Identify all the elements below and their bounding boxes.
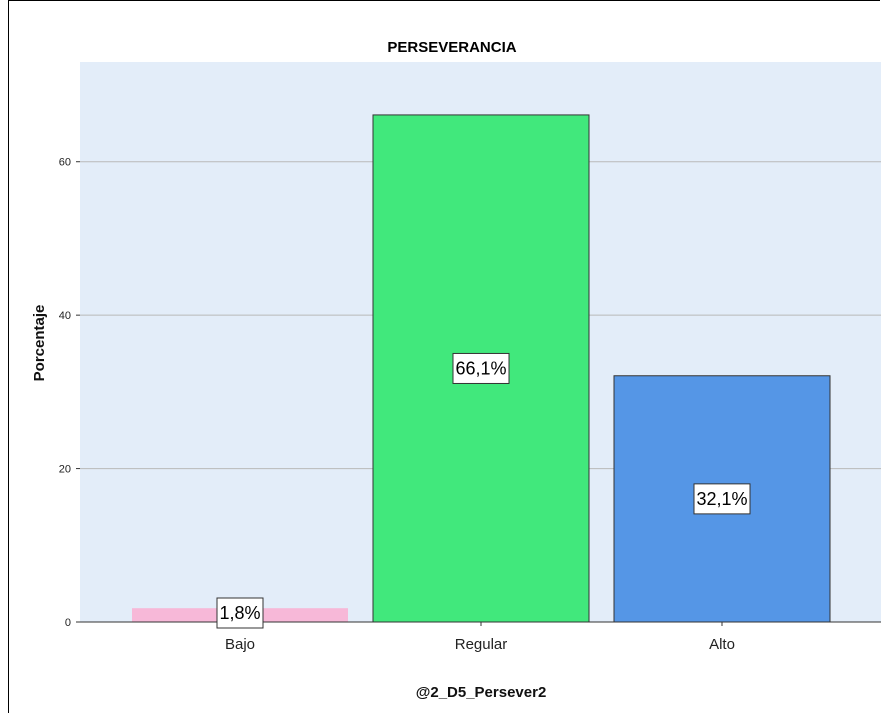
- svg-text:32,1%: 32,1%: [696, 489, 747, 509]
- x-tick-label: Alto: [709, 636, 735, 653]
- y-tick-label: 60: [59, 157, 71, 169]
- y-tick-label: 0: [65, 617, 71, 629]
- chart-title: PERSEVERANCIA: [387, 39, 516, 56]
- data-labels: 1,8% 66,1% 32,1%: [216, 352, 751, 629]
- x-tick-label: Regular: [455, 636, 508, 653]
- y-axis-label: Porcentaje: [31, 305, 48, 382]
- chart-frame: [8, 0, 880, 713]
- x-axis-ticks: Bajo Regular Alto: [225, 622, 735, 653]
- y-tick-label: 40: [59, 310, 71, 322]
- data-label-regular: 66,1%: [452, 352, 510, 384]
- data-label-alto: 32,1%: [693, 483, 751, 515]
- x-axis-label: @2_D5_Persever2: [416, 684, 547, 701]
- y-tick-label: 20: [59, 464, 71, 476]
- y-axis-ticks: 0 20 40 60: [59, 157, 80, 629]
- data-label-bajo: 1,8%: [216, 597, 264, 629]
- svg-text:1,8%: 1,8%: [219, 603, 260, 623]
- svg-text:66,1%: 66,1%: [455, 358, 506, 378]
- x-tick-label: Bajo: [225, 636, 255, 653]
